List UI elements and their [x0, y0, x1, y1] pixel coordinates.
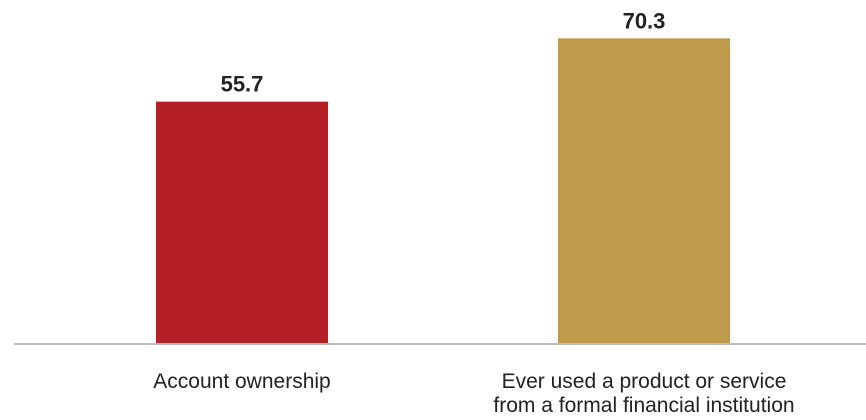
bar-value-label-1: 55.7: [221, 72, 264, 97]
bar-value-label-2: 70.3: [623, 8, 666, 33]
bars-group: [156, 38, 730, 343]
category-label-1-line-1: Account ownership: [153, 370, 330, 393]
category-labels-group: Account ownership Ever used a product or …: [153, 370, 794, 417]
bar-1: [156, 101, 328, 343]
category-label-2-line-2: from a formal financial institution: [493, 394, 794, 417]
value-labels-group: 55.7 70.3: [221, 8, 666, 96]
category-label-2-line-1: Ever used a product or service: [502, 370, 787, 393]
bar-2: [558, 38, 730, 343]
